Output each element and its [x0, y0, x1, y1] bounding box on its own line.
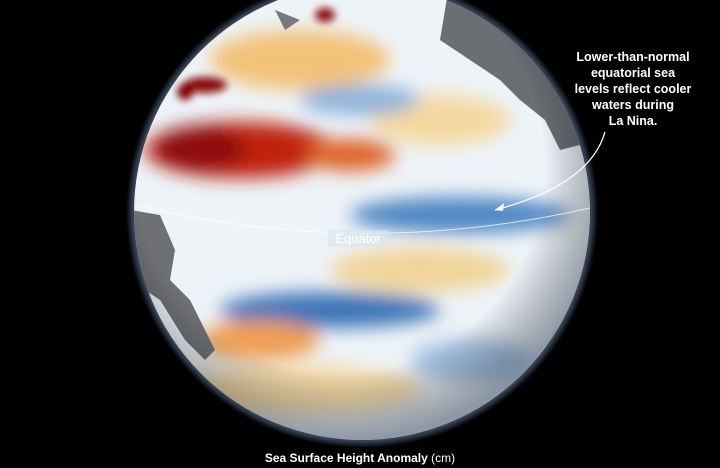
equator-label: Equator: [335, 231, 381, 246]
legend-title: Sea Surface Height Anomaly (cm): [265, 451, 455, 465]
annotation: Lower-than-normal equatorial sea levels re…: [575, 50, 692, 128]
annotation-line: waters during: [591, 98, 674, 112]
legend-title-text: Sea Surface Height Anomaly: [265, 451, 428, 465]
legend-unit: (cm): [431, 451, 455, 465]
annotation-arrow: [494, 131, 606, 211]
annotation-line: levels reflect cooler: [575, 82, 692, 96]
equator-label-bg: [328, 230, 388, 247]
arrow-head: [495, 203, 504, 211]
annotation-line: Lower-than-normal: [576, 50, 689, 64]
annotation-line: equatorial sea: [591, 66, 676, 80]
annotation-line: La Nina.: [609, 114, 658, 128]
